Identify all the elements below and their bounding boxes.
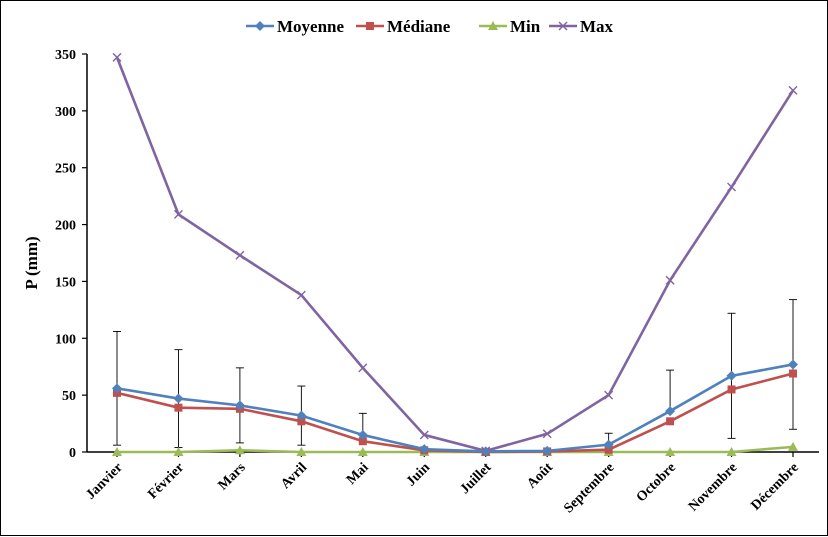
data-point: [234, 400, 245, 411]
x-tick-label: Avril: [278, 460, 310, 492]
data-point: [604, 390, 614, 400]
y-tick-label: 0: [69, 446, 76, 461]
y-tick-label: 150: [55, 275, 76, 290]
y-tick-label: 250: [55, 162, 76, 177]
data-point: [788, 359, 798, 370]
legend-label: Min: [510, 17, 541, 36]
data-point: [788, 441, 798, 451]
y-ticks: 0 50 100 150 200 250 300 350: [55, 48, 87, 461]
x-tick-label: Mai: [344, 460, 372, 488]
data-point: [665, 406, 676, 417]
marker-stroke: [235, 250, 245, 260]
y-tick-label: 50: [62, 389, 76, 404]
data-point: [358, 437, 367, 446]
data-point: [666, 417, 675, 426]
data-point: [112, 383, 122, 394]
x-tick-label: Août: [524, 460, 556, 492]
data-point: [727, 385, 736, 394]
data-point: [173, 393, 184, 404]
data-point: [789, 369, 797, 378]
marker-stroke: [542, 429, 552, 439]
legend: Moyenne Médiane Min Max: [246, 17, 614, 36]
series-line: [115, 56, 795, 453]
legend-item: Max: [549, 17, 614, 36]
data-point: [296, 290, 306, 300]
data-point: [357, 447, 368, 456]
data-point: [297, 417, 306, 426]
x-tick-label: Novembre: [686, 460, 740, 514]
y-tick-label: 100: [55, 332, 76, 347]
legend-marker: [558, 21, 568, 31]
data-point: [727, 182, 737, 192]
data-point: [665, 447, 676, 456]
data-point: [419, 444, 430, 455]
series-line: [116, 363, 794, 453]
data-point: [173, 447, 184, 456]
data-point: [296, 410, 307, 421]
marker-stroke: [173, 209, 183, 219]
data-point: [604, 445, 613, 454]
marker-stroke: [788, 85, 798, 95]
data-point: [174, 403, 183, 412]
legend-item: Moyenne: [246, 17, 345, 36]
data-point: [603, 439, 614, 450]
data-point: [726, 370, 737, 381]
x-tick-label: Septembre: [561, 460, 617, 516]
marker-stroke: [419, 430, 429, 440]
data-point: [173, 209, 183, 219]
data-point: [234, 445, 245, 455]
series-moyenne: [112, 359, 798, 457]
y-tick-label: 200: [55, 219, 76, 234]
data-point: [726, 447, 737, 456]
x-tick-label: Mars: [216, 460, 250, 494]
legend-marker: [255, 21, 265, 31]
series-line: [116, 372, 794, 454]
x-tick-label: Juin: [404, 460, 433, 489]
marker-stroke: [558, 21, 568, 31]
legend-label: Médiane: [387, 17, 451, 36]
legend-marker: [366, 22, 374, 30]
data-point: [665, 275, 675, 285]
legend-label: Max: [580, 17, 614, 36]
marker-stroke: [727, 182, 737, 192]
legend-label: Moyenne: [277, 17, 345, 36]
marker-stroke: [665, 275, 675, 285]
data-point: [112, 447, 122, 456]
data-point: [235, 250, 245, 260]
data-point: [542, 429, 552, 439]
data-point: [419, 430, 429, 440]
legend-item: Min: [479, 17, 541, 36]
data-point: [480, 446, 491, 457]
data-point: [542, 445, 553, 456]
data-point: [358, 363, 368, 373]
marker-stroke: [112, 52, 122, 62]
x-tick-label: Octobre: [634, 460, 679, 505]
marker-stroke: [604, 390, 614, 400]
y-tick-label: 300: [55, 105, 76, 120]
data-point: [357, 429, 368, 440]
x-tick-label: Juillet: [458, 460, 495, 497]
legend-item: Médiane: [356, 17, 451, 36]
x-ticks: Janvier Février Mars Avril Mai Juin Juillet Aoû…: [83, 452, 802, 516]
marker-stroke: [358, 363, 368, 373]
data-point: [788, 85, 798, 95]
data-point: [112, 52, 122, 62]
y-tick-label: 350: [55, 48, 76, 63]
x-tick-label: Décembre: [749, 460, 802, 513]
x-tick-label: Janvier: [83, 460, 126, 503]
legend-marker: [488, 21, 498, 30]
x-tick-label: Février: [145, 460, 187, 502]
data-point: [296, 447, 307, 456]
marker-stroke: [296, 290, 306, 300]
series-max: [112, 52, 798, 456]
y-axis-label: P (mm): [22, 236, 41, 289]
error-bars: [113, 299, 797, 448]
series-layer: [112, 52, 798, 457]
